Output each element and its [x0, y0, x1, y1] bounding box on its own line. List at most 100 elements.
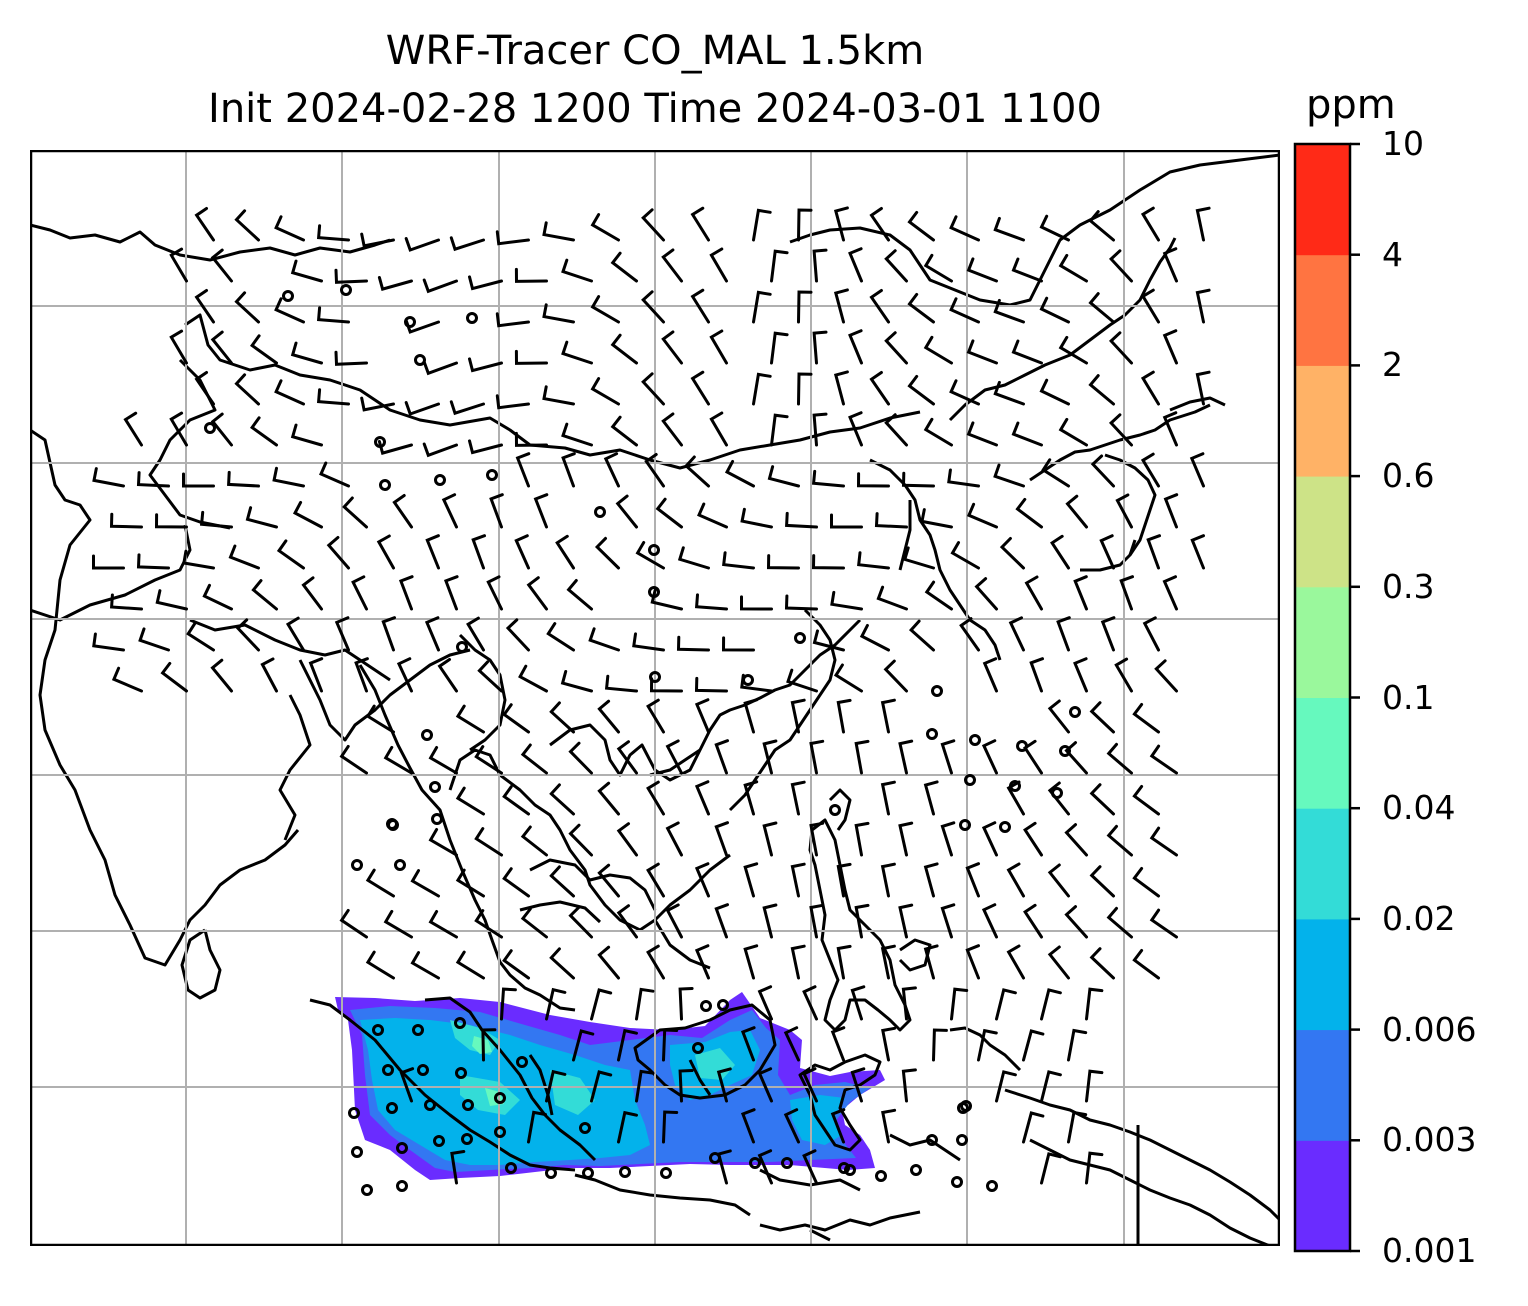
wind-barb: [360, 232, 395, 248]
calm-wind-marker: [412, 1024, 424, 1036]
wind-barb: [495, 230, 530, 246]
colorbar-unit-label: ppm: [1306, 82, 1396, 128]
wind-barb: [568, 905, 593, 939]
wind-barb: [533, 493, 549, 529]
wind-barb: [514, 431, 548, 447]
wind-barb: [901, 986, 917, 1021]
wind-barb: [437, 658, 458, 693]
calm-wind-marker: [838, 1162, 850, 1174]
wind-barb: [169, 411, 188, 447]
wind-barb: [404, 401, 440, 416]
calm-wind-marker: [1016, 740, 1028, 752]
wind-barb: [1149, 826, 1178, 857]
wind-barb: [235, 618, 260, 652]
wind-barb: [690, 288, 710, 324]
wind-barb: [766, 554, 800, 570]
wind-barb: [514, 267, 548, 283]
wind-barb: [665, 903, 683, 939]
wind-barb: [138, 627, 170, 652]
wind-barb: [977, 1028, 998, 1062]
wind-barb: [940, 739, 956, 775]
wind-barb: [993, 216, 1025, 242]
wind-barb: [947, 468, 980, 488]
wind-barb: [136, 553, 170, 570]
calm-wind-marker: [1059, 745, 1071, 757]
wind-barb: [802, 1149, 818, 1185]
calm-wind-marker: [372, 1024, 384, 1036]
wind-barb: [155, 589, 188, 611]
wind-barb: [1067, 1110, 1088, 1144]
wind-barb: [635, 987, 655, 1021]
wind-barb: [572, 1029, 595, 1062]
wind-barb: [1089, 865, 1115, 898]
wind-barb: [520, 825, 548, 857]
wind-barb: [549, 865, 575, 898]
wind-barb: [92, 467, 125, 488]
calm-wind-marker: [454, 1017, 466, 1029]
wind-barb: [169, 247, 188, 283]
wind-barb: [616, 904, 638, 939]
wind-barb: [518, 664, 548, 693]
wind-barb: [474, 745, 503, 775]
wind-barb: [907, 210, 935, 242]
wind-barb: [351, 575, 368, 611]
colorbar-swatch: [1295, 1029, 1350, 1141]
calm-wind-marker: [1051, 787, 1063, 799]
wind-barb: [697, 502, 728, 529]
wind-barb: [848, 411, 863, 447]
wind-barb: [830, 590, 863, 611]
wind-barb: [594, 536, 620, 570]
wind-barb: [923, 417, 953, 447]
wind-barb: [684, 455, 710, 488]
wind-barb: [1106, 742, 1133, 775]
wind-barb: [194, 207, 215, 242]
wind-barb: [410, 869, 440, 898]
wind-barb: [92, 554, 125, 570]
calm-wind-marker: [204, 422, 216, 434]
wind-barb: [950, 987, 969, 1021]
wind-barb: [920, 508, 953, 529]
wind-barb: [276, 539, 305, 570]
wind-barb: [1006, 780, 1025, 816]
wind-barb: [136, 471, 170, 488]
wind-barb: [1140, 288, 1160, 324]
wind-barb: [762, 903, 778, 939]
wind-barb: [292, 500, 323, 529]
wind-barb: [210, 330, 233, 365]
wind-barb: [546, 622, 575, 652]
calm-wind-marker: [875, 1170, 887, 1182]
wind-barb: [665, 739, 683, 775]
wind-barb: [316, 388, 350, 406]
wind-barb: [869, 207, 890, 242]
wind-barb: [649, 677, 683, 693]
wind-barb: [856, 472, 890, 488]
wind-barb: [940, 821, 956, 857]
wind-barb: [502, 703, 530, 734]
wind-barb: [662, 1028, 679, 1062]
wind-barb: [274, 215, 305, 242]
calm-wind-marker: [434, 474, 446, 486]
wind-barb: [422, 360, 458, 376]
wind-barb: [545, 987, 567, 1021]
wind-barb: [714, 903, 729, 939]
wind-barb: [1132, 785, 1160, 816]
wind-barb: [428, 746, 458, 775]
calm-wind-marker: [1009, 780, 1021, 792]
calm-wind-marker: [969, 734, 981, 746]
wind-barb: [474, 827, 503, 857]
wind-barb: [234, 373, 260, 406]
wind-barb: [646, 944, 665, 980]
calm-wind-marker: [844, 1164, 856, 1176]
wind-barb: [833, 663, 863, 693]
wind-barb: [342, 496, 368, 529]
wind-barb: [880, 780, 896, 816]
wind-barb: [743, 698, 759, 734]
wind-barb: [1154, 659, 1178, 693]
wind-barb: [1119, 575, 1134, 611]
wind-barb: [1064, 741, 1088, 775]
wind-barb: [169, 329, 188, 365]
wind-barb: [940, 903, 956, 939]
wind-barb: [724, 459, 755, 488]
wind-barb: [959, 617, 980, 652]
calm-wind-marker: [396, 1180, 408, 1192]
